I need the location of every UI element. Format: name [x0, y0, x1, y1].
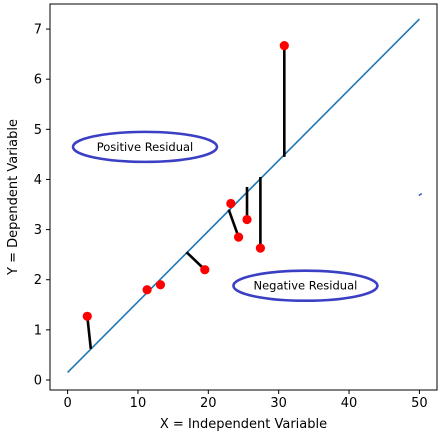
x-tick-label-40: 40 [341, 396, 358, 411]
data-point-4 [200, 265, 210, 275]
data-point-2 [142, 285, 152, 295]
y-axis-label: Y = Dependent Variable [6, 119, 21, 276]
x-tick-label-0: 0 [63, 396, 71, 411]
residual-segment-1 [86, 316, 93, 350]
data-point-7 [242, 214, 252, 225]
x-tick-label-20: 20 [200, 396, 217, 411]
y-tick-label-7: 7 [34, 23, 42, 38]
axes: 0 10 20 30 40 50 0 1 2 3 4 5 6 7 [34, 3, 438, 411]
fit-line [67, 18, 420, 374]
x-tick-label-30: 30 [270, 396, 287, 411]
data-point-1 [82, 311, 92, 321]
y-tick-label-0: 0 [34, 373, 42, 388]
y-tick-label-1: 1 [34, 323, 42, 338]
data-point-9 [279, 41, 289, 51]
plot-area: Positive Residual Negative Residual [67, 18, 423, 374]
residual-segment-3 [227, 209, 240, 238]
x-tick-label-10: 10 [130, 396, 147, 411]
axes-frame [49, 3, 438, 391]
x-tick-label-50: 50 [411, 396, 428, 411]
y-tick-label-4: 4 [34, 173, 42, 188]
data-point-6 [233, 232, 244, 242]
y-tick-label-3: 3 [34, 223, 42, 238]
annotation-2: Negative Residual [232, 269, 379, 303]
data-point-3 [155, 280, 166, 290]
data-point-5 [226, 198, 236, 209]
annotation-label-1: Positive Residual [97, 140, 194, 154]
annotation-outline-1 [71, 130, 219, 164]
y-tick-label-2: 2 [34, 273, 42, 288]
stray-mark [418, 192, 423, 197]
y-tick-label-5: 5 [34, 123, 42, 138]
y-tick-label-6: 6 [34, 73, 42, 88]
data-point-8 [255, 243, 265, 253]
annotation-outline-2 [232, 269, 379, 303]
x-axis-label: X = Independent Variable [160, 417, 327, 432]
annotation-label-2: Negative Residual [253, 279, 357, 293]
annotation-1: Positive Residual [71, 130, 219, 164]
